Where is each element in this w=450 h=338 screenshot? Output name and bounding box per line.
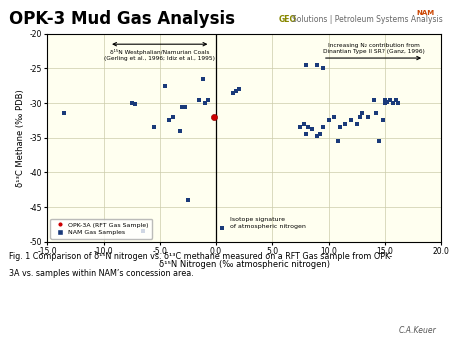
- Point: [347, 118, 355, 123]
- Point: [356, 114, 364, 120]
- Text: OPK-3 Mud Gas Analysis: OPK-3 Mud Gas Analysis: [9, 10, 235, 28]
- Point: [305, 125, 312, 130]
- Point: [297, 125, 304, 130]
- Point: [359, 111, 366, 116]
- Point: [334, 139, 341, 144]
- Point: [199, 76, 206, 81]
- Point: [195, 97, 203, 102]
- Point: [300, 121, 307, 126]
- X-axis label: δ¹⁵N Nitrogen (‰ atmospheric nitrogen): δ¹⁵N Nitrogen (‰ atmospheric nitrogen): [158, 260, 329, 269]
- Point: [140, 228, 147, 234]
- Point: [128, 100, 135, 106]
- Point: [392, 97, 400, 102]
- Point: [342, 121, 349, 126]
- Point: [387, 97, 394, 102]
- Y-axis label: δ¹³C Methane (‰ PDB): δ¹³C Methane (‰ PDB): [16, 89, 25, 187]
- Text: Fig. 1 Comparison of δ¹⁵N nitrogen vs. δ¹³C methane measured on a RFT Gas sample: Fig. 1 Comparison of δ¹⁵N nitrogen vs. δ…: [9, 252, 392, 261]
- Text: Increasing N₂ contribution from
Dinantian Type II SR? (Ganz, 1996): Increasing N₂ contribution from Dinantia…: [323, 43, 424, 54]
- Point: [204, 97, 212, 102]
- Point: [170, 114, 177, 120]
- Text: 3A vs. samples within NAM’s concession area.: 3A vs. samples within NAM’s concession a…: [9, 269, 194, 278]
- Legend: OPK-3A (RFT Gas Sample), NAM Gas Samples: OPK-3A (RFT Gas Sample), NAM Gas Samples: [50, 219, 152, 239]
- Point: [395, 100, 402, 106]
- Point: [320, 66, 327, 71]
- Point: [131, 102, 139, 107]
- Point: [320, 125, 327, 130]
- Point: [302, 62, 310, 68]
- Point: [218, 225, 225, 231]
- Point: [336, 125, 343, 130]
- Point: [375, 139, 382, 144]
- Point: [210, 114, 217, 120]
- Point: [330, 114, 338, 120]
- Point: [325, 118, 332, 123]
- Point: [229, 90, 237, 95]
- Point: [162, 83, 169, 89]
- Text: NAM: NAM: [416, 10, 434, 16]
- Point: [176, 128, 184, 134]
- Text: C.A.Keuer: C.A.Keuer: [399, 325, 436, 335]
- Point: [353, 121, 360, 126]
- Text: Isotope signature
of atmospheric nitrogen: Isotope signature of atmospheric nitroge…: [230, 217, 306, 228]
- Text: Solutions | Petroleum Systems Analysis: Solutions | Petroleum Systems Analysis: [292, 15, 442, 24]
- Point: [235, 87, 242, 92]
- Point: [383, 99, 391, 104]
- Point: [150, 125, 158, 130]
- Point: [308, 127, 315, 132]
- Point: [370, 97, 377, 102]
- Point: [302, 131, 310, 137]
- Text: δ¹⁵N Westphalian/Namurian Coals
(Gerling et al., 1996; Idiz et al., 1995): δ¹⁵N Westphalian/Namurian Coals (Gerling…: [104, 49, 215, 61]
- Point: [364, 114, 372, 120]
- Point: [314, 134, 321, 139]
- Point: [184, 197, 192, 203]
- Point: [379, 118, 386, 123]
- Point: [233, 88, 240, 93]
- Point: [314, 62, 321, 68]
- Point: [179, 104, 186, 109]
- Point: [165, 118, 172, 123]
- Point: [60, 111, 68, 116]
- Point: [181, 104, 188, 109]
- Text: GEO: GEO: [279, 15, 297, 24]
- Point: [381, 100, 388, 106]
- Point: [389, 100, 396, 106]
- Point: [201, 100, 208, 106]
- Point: [372, 111, 379, 116]
- Point: [316, 131, 323, 137]
- Point: [381, 97, 388, 102]
